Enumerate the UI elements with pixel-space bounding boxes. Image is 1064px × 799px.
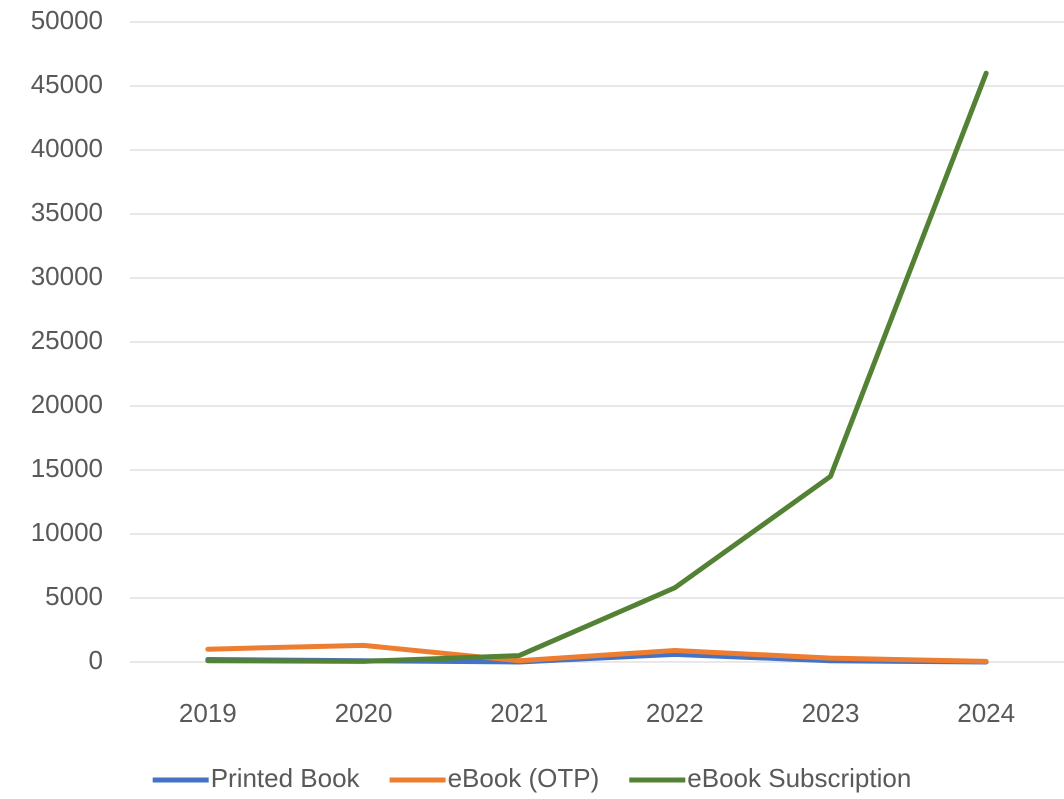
x-tick-label: 2020 [335,698,393,728]
x-tick-label: 2019 [179,698,237,728]
y-tick-label: 15000 [31,453,103,483]
legend-label: Printed Book [211,763,361,793]
x-tick-label: 2024 [957,698,1015,728]
x-tick-label: 2023 [802,698,860,728]
y-tick-label: 35000 [31,197,103,227]
y-tick-label: 20000 [31,389,103,419]
y-tick-label: 40000 [31,133,103,163]
y-tick-label: 0 [89,645,103,675]
y-tick-label: 25000 [31,325,103,355]
y-tick-label: 45000 [31,69,103,99]
x-tick-label: 2021 [490,698,548,728]
series-line [205,70,989,664]
x-tick-label: 2022 [646,698,704,728]
y-tick-label: 50000 [31,5,103,35]
series-line [205,642,989,664]
y-tick-label: 10000 [31,517,103,547]
legend-label: eBook Subscription [687,763,911,793]
y-tick-label: 30000 [31,261,103,291]
y-tick-label: 5000 [45,581,103,611]
legend-label: eBook (OTP) [448,763,600,793]
